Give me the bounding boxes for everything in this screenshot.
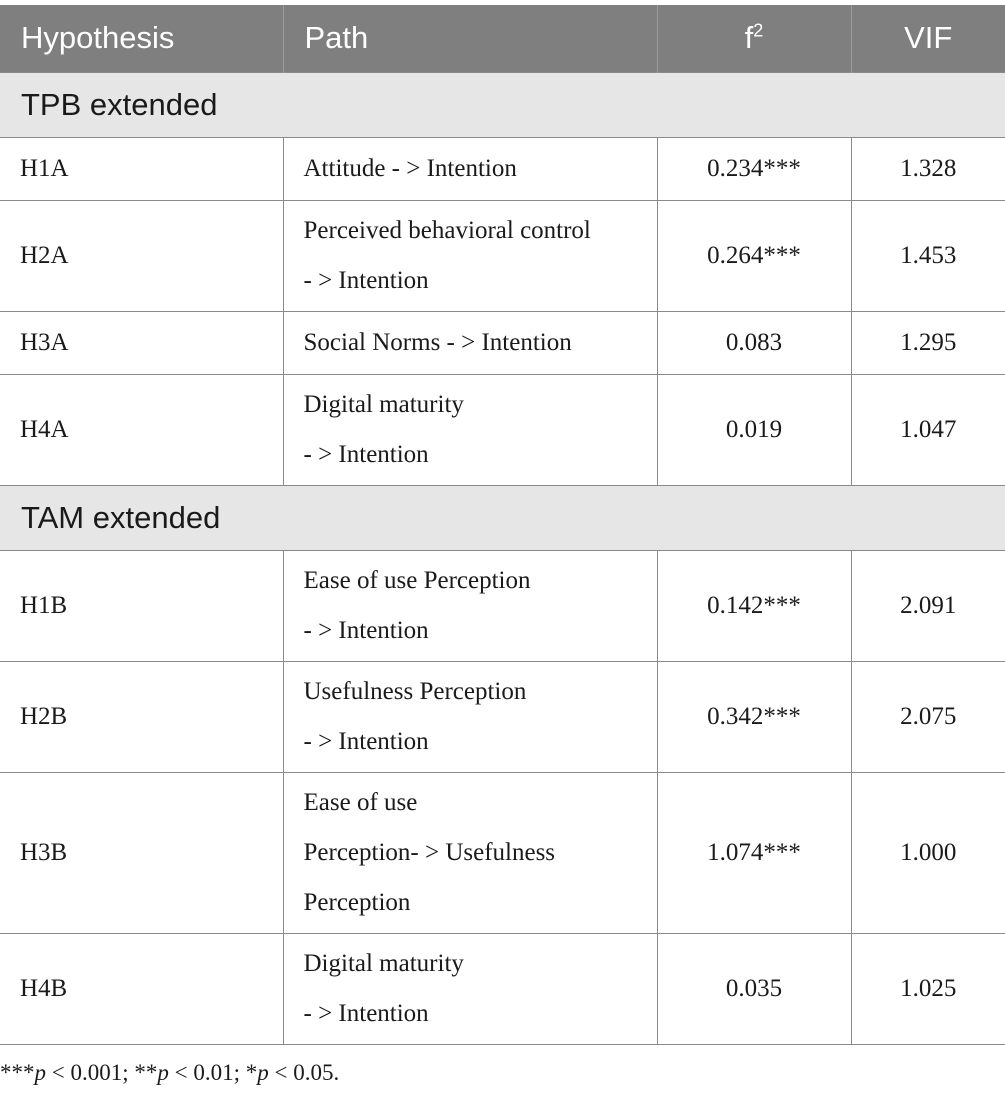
- vif-cell: 1.000: [850, 771, 1005, 934]
- table-row: H4A Digital maturity - > Intention 0.019 …: [0, 373, 1005, 486]
- section-row: TPB extended: [0, 71, 1005, 138]
- vif-cell: 1.047: [850, 373, 1005, 486]
- table-footnote: ***p < 0.001; **p < 0.01; *p < 0.05.: [0, 1060, 339, 1086]
- path-line: Digital maturity: [303, 390, 464, 418]
- footnote-part: ***: [0, 1060, 35, 1085]
- table-row: H2B Usefulness Perception - > Intention 0…: [0, 660, 1005, 773]
- vif-cell: 1.453: [850, 199, 1005, 312]
- header-hypothesis: Hypothesis: [0, 5, 283, 72]
- f2-cell: 0.142***: [656, 549, 852, 662]
- vif-cell: 1.025: [850, 932, 1005, 1045]
- f2-cell: 0.264***: [656, 199, 852, 312]
- hypothesis-cell: H4A: [0, 373, 284, 486]
- path-cell: Social Norms - > Intention: [282, 310, 658, 375]
- path-line: - > Intention: [303, 999, 429, 1027]
- path-line: Attitude - > Intention: [303, 154, 517, 182]
- f2-cell: 0.083: [656, 310, 852, 375]
- path-line: Digital maturity: [303, 949, 464, 977]
- path-line: - > Intention: [303, 266, 429, 294]
- table-row: H1A Attitude - > Intention 0.234*** 1.32…: [0, 136, 1005, 201]
- f2-cell: 0.342***: [656, 660, 852, 773]
- vif-cell: 2.091: [850, 549, 1005, 662]
- table-row: H1B Ease of use Perception - > Intention …: [0, 549, 1005, 662]
- section-title: TAM extended: [0, 484, 1005, 551]
- path-cell: Ease of use Perception - > Intention: [282, 549, 658, 662]
- path-line: Perceived behavioral control: [303, 216, 591, 244]
- hypothesis-cell: H2B: [0, 660, 284, 773]
- header-f-sup: 2: [753, 20, 764, 41]
- vif-cell: 2.075: [850, 660, 1005, 773]
- hypothesis-cell: H3A: [0, 310, 284, 375]
- footnote-p: p: [34, 1060, 47, 1085]
- path-cell: Ease of use Perception- > Usefulness Perce…: [282, 771, 658, 934]
- header-path: Path: [282, 5, 657, 72]
- header-vif: VIF: [850, 5, 1005, 72]
- footnote-part: < 0.001; **: [46, 1060, 158, 1085]
- table-row: H2A Perceived behavioral control - > Inte…: [0, 199, 1005, 312]
- f2-cell: 0.234***: [656, 136, 852, 201]
- hypothesis-cell: H1B: [0, 549, 284, 662]
- table-row: H4B Digital maturity - > Intention 0.035 …: [0, 932, 1005, 1045]
- f2-cell: 1.074***: [656, 771, 852, 934]
- hypothesis-cell: H2A: [0, 199, 284, 312]
- vif-cell: 1.295: [850, 310, 1005, 375]
- path-cell: Digital maturity - > Intention: [282, 932, 658, 1045]
- path-line: - > Intention: [303, 727, 429, 755]
- path-line: - > Intention: [303, 440, 429, 468]
- path-line: Ease of use Perception: [303, 566, 531, 594]
- f2-cell: 0.019: [656, 373, 852, 486]
- section-title: TPB extended: [0, 71, 1005, 138]
- hypothesis-cell: H4B: [0, 932, 284, 1045]
- vif-cell: 1.328: [850, 136, 1005, 201]
- path-cell: Perceived behavioral control - > Intentio…: [282, 199, 658, 312]
- path-cell: Attitude - > Intention: [282, 136, 658, 201]
- results-table: Hypothesis Path f2 VIF TPB extended H1A …: [0, 5, 1005, 1045]
- path-cell: Digital maturity - > Intention: [282, 373, 658, 486]
- footnote-p: p: [257, 1060, 269, 1085]
- hypothesis-cell: H3B: [0, 771, 284, 934]
- path-line: Perception: [303, 888, 411, 916]
- footnote-part: < 0.01; *: [168, 1060, 258, 1085]
- table-row: H3A Social Norms - > Intention 0.083 1.2…: [0, 310, 1005, 375]
- path-cell: Usefulness Perception - > Intention: [282, 660, 658, 773]
- f2-cell: 0.035: [656, 932, 852, 1045]
- path-line: Social Norms - > Intention: [303, 328, 572, 356]
- hypothesis-cell: H1A: [0, 136, 284, 201]
- footnote-p: p: [157, 1060, 169, 1085]
- section-row: TAM extended: [0, 484, 1005, 551]
- path-line: Usefulness Perception: [303, 677, 527, 705]
- path-line: Perception- > Usefulness: [303, 838, 556, 866]
- path-line: - > Intention: [303, 616, 429, 644]
- table-row: H3B Ease of use Perception- > Usefulness P…: [0, 771, 1005, 934]
- header-row: Hypothesis Path f2 VIF: [0, 5, 1005, 72]
- footnote-part: < 0.05.: [268, 1060, 340, 1085]
- path-line: Ease of use: [303, 788, 418, 816]
- header-f-label: f: [744, 20, 754, 56]
- header-f2: f2: [656, 5, 851, 72]
